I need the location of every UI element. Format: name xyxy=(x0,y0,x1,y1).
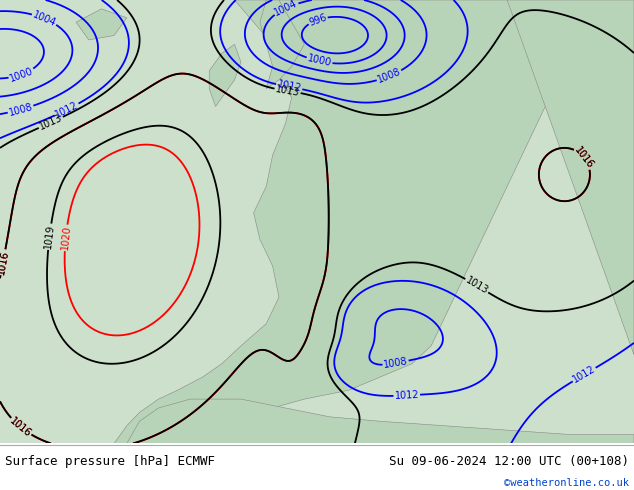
Text: 1004: 1004 xyxy=(273,0,299,18)
Text: 1016: 1016 xyxy=(0,249,10,275)
Polygon shape xyxy=(507,0,634,355)
Polygon shape xyxy=(260,0,304,89)
Text: 1016: 1016 xyxy=(573,145,596,171)
Text: 1013: 1013 xyxy=(37,113,64,132)
Text: 1012: 1012 xyxy=(53,100,80,120)
Text: 1019: 1019 xyxy=(43,224,56,249)
Polygon shape xyxy=(114,0,602,443)
Text: 1012: 1012 xyxy=(394,390,419,401)
Text: Su 09-06-2024 12:00 UTC (00+108): Su 09-06-2024 12:00 UTC (00+108) xyxy=(389,455,629,467)
Text: 1020: 1020 xyxy=(60,225,72,250)
Text: 1012: 1012 xyxy=(571,364,597,385)
Text: 996: 996 xyxy=(307,12,328,27)
Text: 1008: 1008 xyxy=(383,356,408,370)
Text: 1000: 1000 xyxy=(306,53,332,69)
Polygon shape xyxy=(209,44,241,106)
Text: 1016: 1016 xyxy=(573,145,596,171)
Text: 1008: 1008 xyxy=(8,101,34,118)
Text: 1016: 1016 xyxy=(8,416,34,439)
Polygon shape xyxy=(127,399,634,443)
Text: 1016: 1016 xyxy=(0,249,10,275)
Text: 1000: 1000 xyxy=(8,66,35,83)
Text: 1016: 1016 xyxy=(8,416,34,439)
Text: 1008: 1008 xyxy=(376,67,403,85)
Text: Surface pressure [hPa] ECMWF: Surface pressure [hPa] ECMWF xyxy=(5,455,215,467)
Text: 1013: 1013 xyxy=(275,84,301,98)
Polygon shape xyxy=(76,9,127,40)
Text: ©weatheronline.co.uk: ©weatheronline.co.uk xyxy=(504,478,629,488)
Text: 1013: 1013 xyxy=(463,275,490,296)
Text: 1012: 1012 xyxy=(276,79,302,94)
Text: 1004: 1004 xyxy=(31,9,58,28)
